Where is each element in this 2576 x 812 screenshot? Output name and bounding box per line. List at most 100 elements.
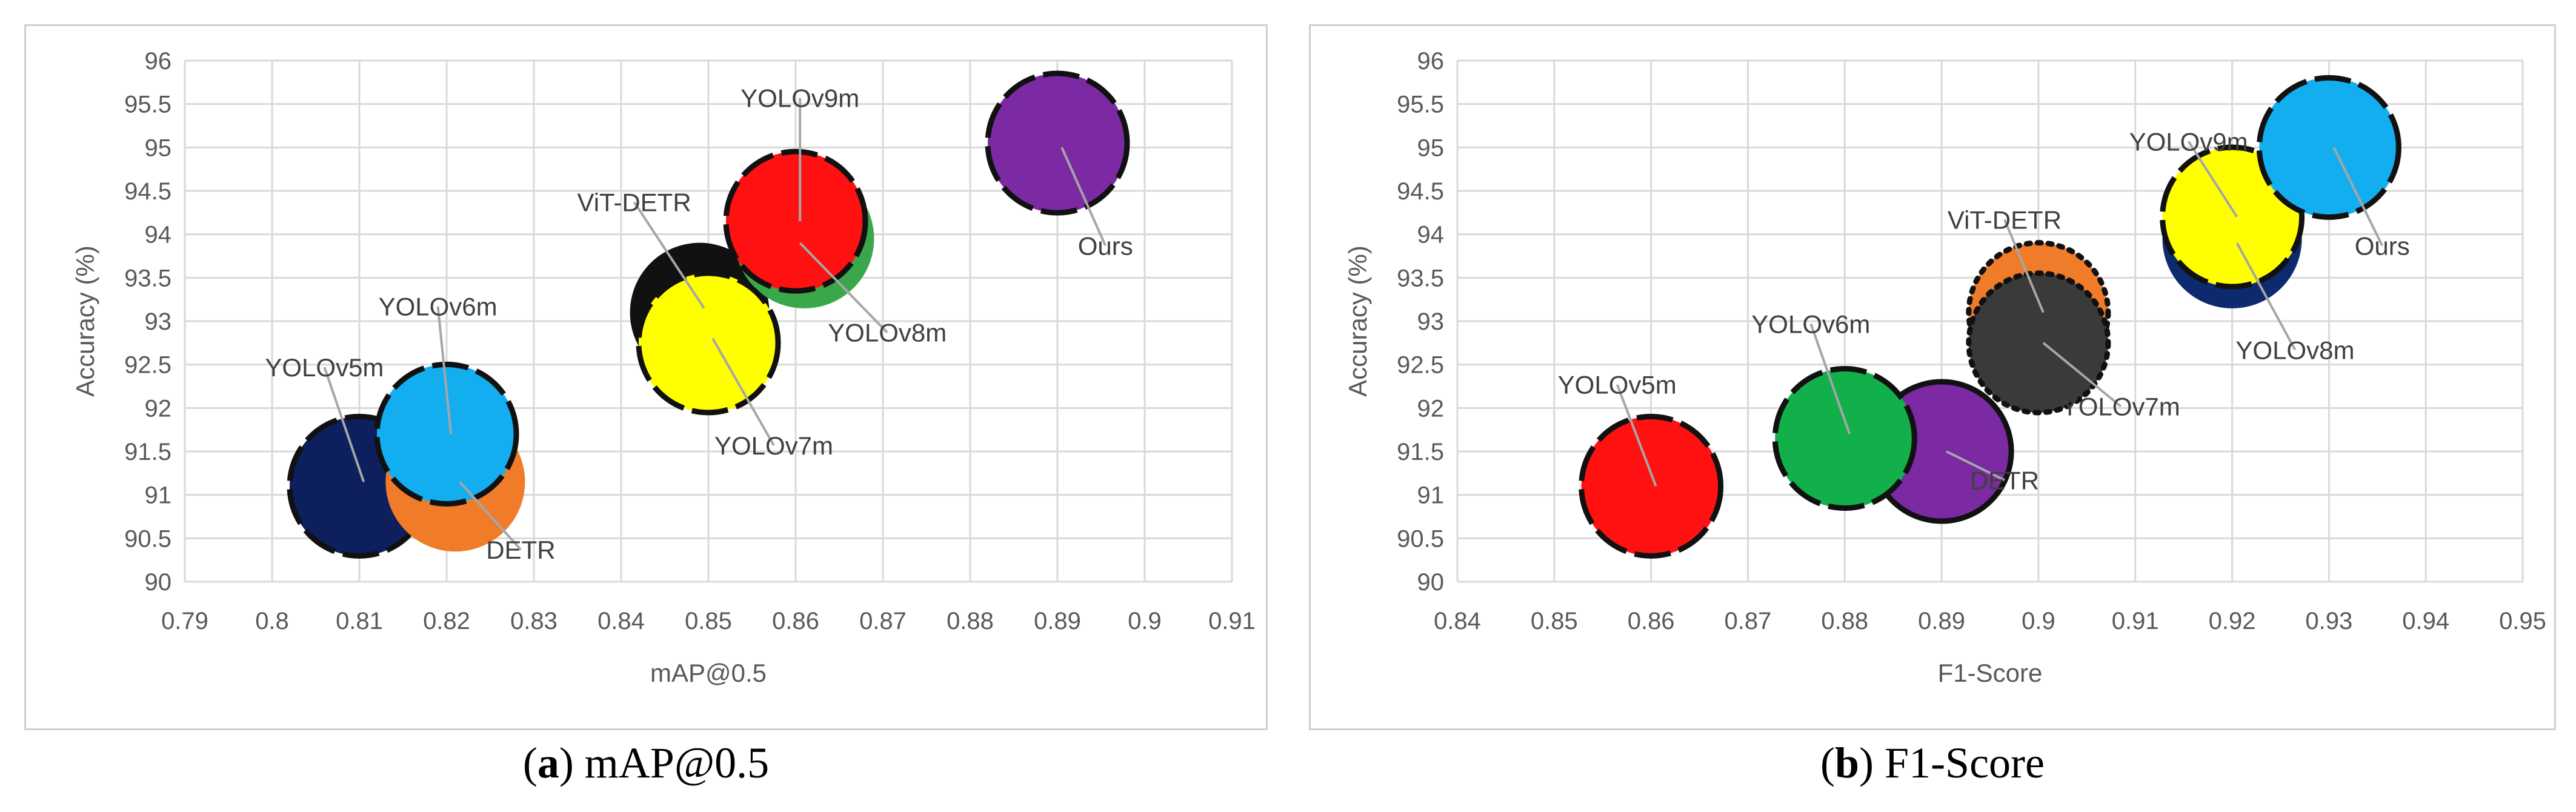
leader-line <box>799 242 888 334</box>
bubble-ours <box>985 70 1130 216</box>
point-label-yolov6m: YOLOv6m <box>379 293 498 321</box>
point-label-yolov9m: YOLOv9m <box>2129 127 2248 156</box>
x-tick-label: 0.79 <box>161 608 208 634</box>
caption-text-a: mAP@0.5 <box>584 739 770 787</box>
y-tick-label: 91 <box>1417 482 1445 509</box>
caption-letter-a: a <box>537 739 559 787</box>
y-axis-title: Accuracy (%) <box>1343 245 1372 397</box>
x-tick-label: 0.88 <box>1821 608 1868 634</box>
x-tick-label: 0.92 <box>2209 608 2256 634</box>
y-tick-label: 93 <box>145 308 172 335</box>
leader-line <box>711 338 775 446</box>
y-tick-label: 92.5 <box>124 352 171 379</box>
leader-line <box>323 367 365 482</box>
point-label-yolov7m: YOLOv7m <box>714 431 833 460</box>
x-tick-label: 0.86 <box>1628 608 1675 634</box>
x-tick-label: 0.93 <box>2305 608 2352 634</box>
x-tick-label: 0.95 <box>2499 608 2546 634</box>
leader-line <box>459 481 522 551</box>
bubble-yolov6m <box>1772 366 1917 511</box>
x-axis-title: mAP@0.5 <box>650 659 767 687</box>
y-tick-label: 92 <box>1417 395 1445 422</box>
x-tick-label: 0.83 <box>510 608 557 634</box>
point-label-detr: DETR <box>486 536 555 564</box>
leader-line <box>2332 147 2384 247</box>
x-tick-label: 0.84 <box>597 608 645 634</box>
y-tick-label: 96 <box>145 48 172 75</box>
x-tick-label: 0.91 <box>1208 608 1256 634</box>
x-tick-label: 0.8 <box>255 608 289 634</box>
x-tick-label: 0.82 <box>423 608 470 634</box>
y-tick-label: 95 <box>145 135 172 161</box>
y-tick-label: 96 <box>1417 48 1445 75</box>
point-label-yolov8m: YOLOv8m <box>828 319 947 347</box>
point-label-ours: Ours <box>2355 231 2410 260</box>
point-label-vit-detr: ViT-DETR <box>577 188 691 217</box>
x-tick-label: 0.94 <box>2402 608 2449 634</box>
x-axis-title: F1-Score <box>1938 659 2043 687</box>
y-tick-label: 90 <box>1417 569 1445 596</box>
y-tick-label: 93 <box>1417 308 1445 335</box>
x-tick-label: 0.85 <box>1531 608 1578 634</box>
caption-b: (b) F1-Score <box>1820 739 2045 787</box>
leader-line <box>2003 219 2045 313</box>
point-label-yolov9m: YOLOv9m <box>741 84 859 113</box>
x-tick-label: 0.89 <box>1918 608 1965 634</box>
leader-line <box>633 201 705 309</box>
y-tick-label: 91.5 <box>1397 439 1444 465</box>
x-tick-label: 0.87 <box>1725 608 1772 634</box>
y-tick-label: 91 <box>145 482 172 509</box>
leader-line <box>1060 147 1107 247</box>
y-tick-label: 94 <box>1417 222 1445 248</box>
x-tick-label: 0.89 <box>1034 608 1081 634</box>
point-label-ours: Ours <box>1078 231 1133 260</box>
chart-frame-b: 0.84 0.85 0.86 0.87 0.88 0.89 0.9 0.91 0.92 0.93 0… <box>1309 24 2556 730</box>
x-tick-label: 0.84 <box>1434 608 1481 634</box>
caption-letter-b: b <box>1835 739 1860 787</box>
x-tick-label: 0.85 <box>685 608 732 634</box>
chart-frame-a: 0.79 0.8 0.81 0.82 0.83 0.84 0.85 0.86 0.87 0.88 0… <box>24 24 1268 730</box>
point-label-yolov7m: YOLOv7m <box>2062 393 2180 421</box>
leader-line <box>436 306 453 434</box>
x-tick-label: 0.9 <box>1128 608 1162 634</box>
y-tick-label: 95.5 <box>124 92 171 118</box>
scatter-chart-f1: 0.84 0.85 0.86 0.87 0.88 0.89 0.9 0.91 0.92 0.93 0… <box>1343 48 2546 687</box>
y-tick-label: 90.5 <box>1397 525 1444 552</box>
y-tick-label: 90.5 <box>124 525 171 552</box>
point-label-yolov8m: YOLOv8m <box>2235 336 2354 364</box>
x-tick-label: 0.87 <box>859 608 907 634</box>
x-tick-label: 0.88 <box>947 608 994 634</box>
bubble-yolov5m <box>1579 413 1724 559</box>
point-label-vit-detr: ViT-DETR <box>1948 205 2062 234</box>
x-tick-label: 0.86 <box>772 608 819 634</box>
point-label-yolov5m: YOLOv5m <box>265 353 384 382</box>
y-tick-label: 94.5 <box>1397 178 1444 205</box>
x-tick-label: 0.9 <box>2022 608 2055 634</box>
leader-line <box>1809 323 1851 434</box>
y-tick-label: 92.5 <box>1397 352 1444 379</box>
scatter-chart-map: 0.79 0.8 0.81 0.82 0.83 0.84 0.85 0.86 0.87 0.88 0… <box>71 48 1256 687</box>
y-tick-label: 95 <box>1417 135 1445 161</box>
y-tick-label: 94.5 <box>124 178 171 205</box>
y-tick-label: 93.5 <box>124 265 171 291</box>
x-tick-label: 0.81 <box>336 608 383 634</box>
bubble-ours <box>2256 75 2401 220</box>
y-axis-title: Accuracy (%) <box>71 245 99 397</box>
bubble-yolov9m <box>723 148 868 294</box>
leader-line <box>1946 450 2005 482</box>
bubble-yolov6m <box>374 361 519 507</box>
point-label-yolov5m: YOLOv5m <box>1558 371 1677 399</box>
y-tick-label: 95.5 <box>1397 92 1444 118</box>
point-label-yolov6m: YOLOv6m <box>1751 310 1870 338</box>
y-tick-label: 90 <box>145 569 172 596</box>
y-tick-label: 92 <box>145 395 172 422</box>
x-tick-label: 0.91 <box>2112 608 2159 634</box>
leader-line <box>2235 242 2297 351</box>
y-tick-label: 91.5 <box>124 439 171 465</box>
leader-line <box>1616 384 1657 487</box>
bubble-yolov7m <box>636 270 781 416</box>
leader-line <box>2042 342 2122 408</box>
bubble-yolov7m <box>1966 270 2111 416</box>
caption-text-b: F1-Score <box>1885 739 2045 787</box>
y-tick-label: 93.5 <box>1397 265 1444 291</box>
